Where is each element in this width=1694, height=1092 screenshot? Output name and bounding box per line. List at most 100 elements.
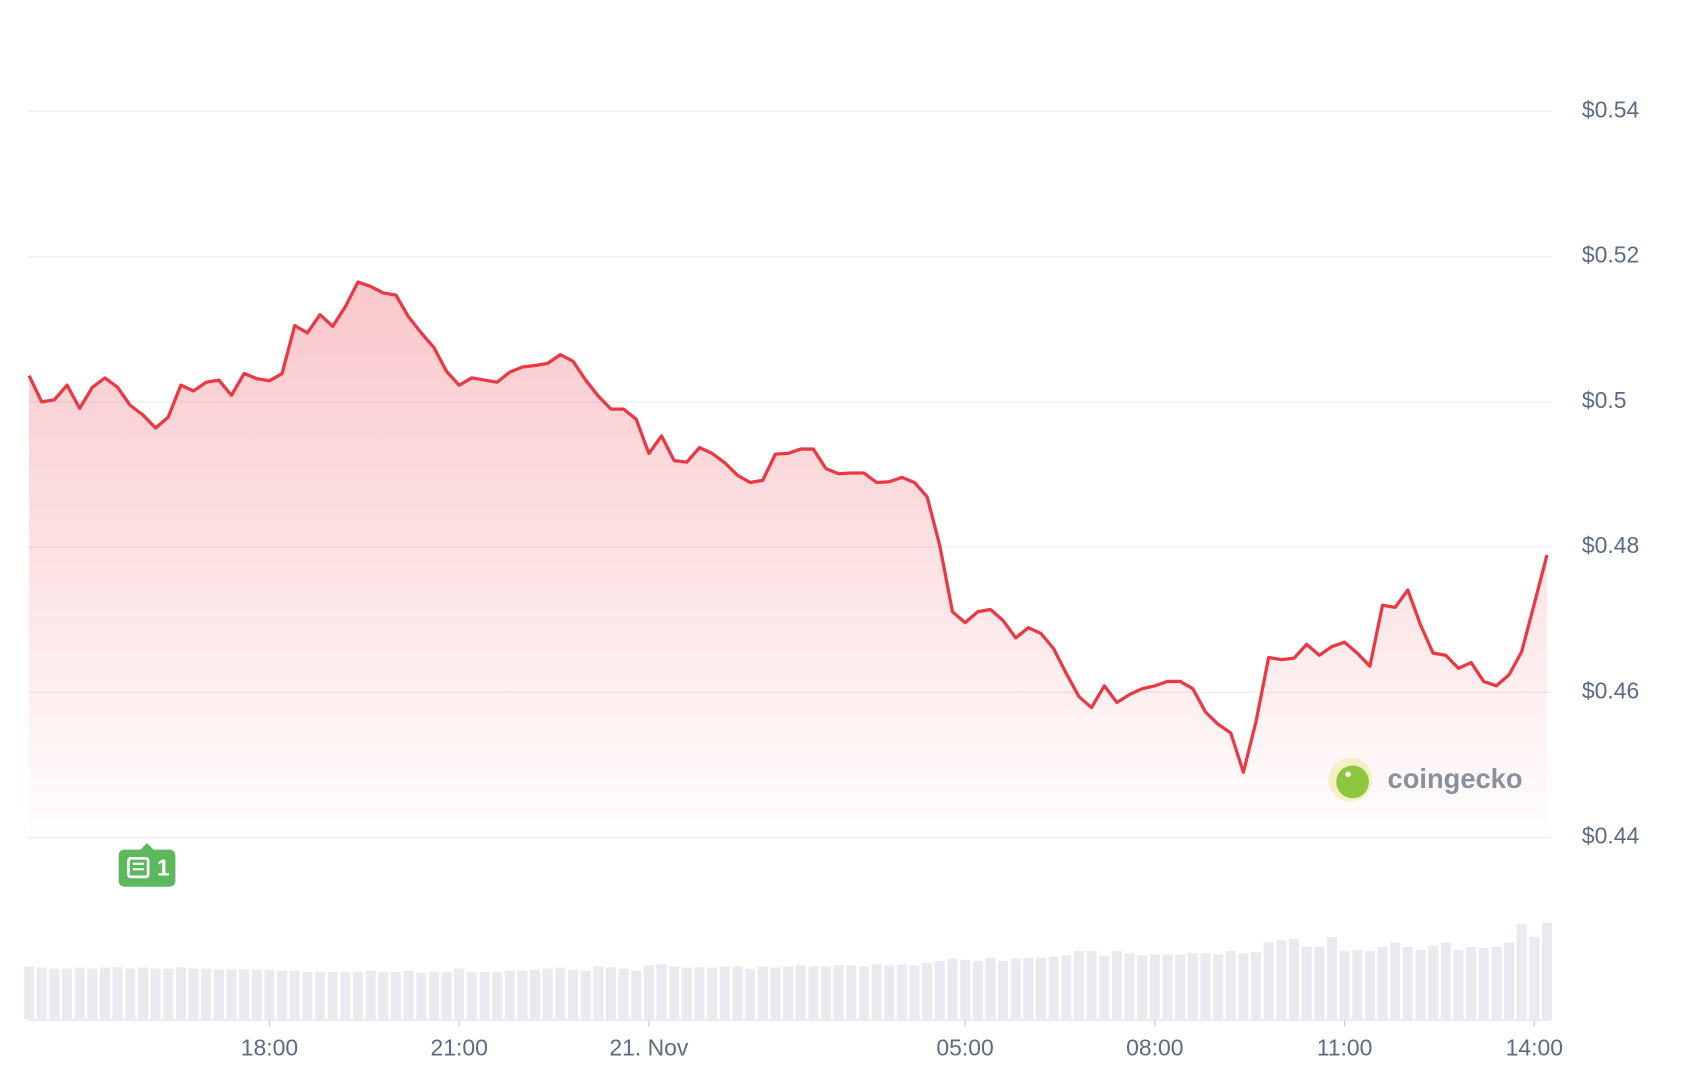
volume-bar	[1061, 955, 1072, 1019]
volume-bar	[1086, 951, 1097, 1019]
volume-bar	[530, 969, 541, 1019]
volume-bar	[504, 970, 515, 1019]
volume-bar	[1225, 951, 1236, 1019]
volume-bar	[1048, 956, 1059, 1019]
y-tick-label: $0.5	[1582, 387, 1627, 413]
volume-bar	[340, 971, 351, 1019]
volume-bar	[1466, 946, 1477, 1019]
volume-bar	[833, 965, 844, 1019]
volume-bar	[542, 968, 553, 1019]
volume-bar	[846, 965, 857, 1019]
volume-bar	[960, 959, 971, 1019]
y-tick-label: $0.44	[1582, 823, 1640, 849]
volume-bar	[99, 967, 111, 1019]
volume-bar	[1491, 946, 1502, 1019]
volume-bar	[1326, 936, 1337, 1019]
logo-eye	[1345, 771, 1351, 777]
news-count: 1	[157, 854, 170, 880]
volume-bar	[24, 966, 35, 1019]
volume-bar	[1440, 942, 1451, 1019]
volume-bar	[1453, 950, 1464, 1019]
x-tick-label: 05:00	[936, 1034, 993, 1060]
volume-bar	[62, 968, 73, 1019]
volume-bar	[1010, 958, 1021, 1019]
volume-bar	[871, 964, 882, 1019]
volume-bar	[605, 967, 616, 1019]
volume-bar	[580, 970, 591, 1019]
volume-bar	[1402, 946, 1413, 1019]
volume-bar	[1200, 953, 1211, 1019]
volume-bar	[87, 968, 98, 1019]
volume-bar	[352, 971, 363, 1019]
volume-bar	[466, 971, 477, 1019]
volume-bar	[1023, 957, 1034, 1019]
volume-bar	[1175, 954, 1186, 1019]
volume-bar	[1099, 955, 1110, 1019]
volume-bar	[896, 964, 907, 1019]
volume-bar	[175, 967, 186, 1019]
news-badge[interactable]: 1	[118, 843, 176, 887]
volume-bar	[732, 966, 743, 1019]
volume-bar	[1137, 955, 1148, 1019]
volume-bar	[1377, 946, 1388, 1019]
volume-bar	[302, 971, 313, 1019]
volume-bar	[492, 971, 503, 1019]
volume-bar	[972, 960, 983, 1019]
volume-bar	[315, 971, 326, 1019]
y-tick-label: $0.48	[1582, 532, 1639, 558]
volume-bar	[681, 967, 692, 1019]
volume-bar	[555, 967, 566, 1019]
volume-bar	[631, 970, 642, 1019]
y-tick-label: $0.46	[1582, 677, 1639, 703]
volume-bar	[884, 965, 895, 1019]
y-tick-label: $0.54	[1582, 96, 1640, 122]
x-tick-label: 18:00	[241, 1034, 298, 1060]
volume-bar	[1213, 954, 1224, 1019]
watermark-text: coingecko	[1388, 763, 1523, 794]
volume-bar	[643, 965, 654, 1019]
volume-bar	[808, 966, 819, 1019]
y-tick-label: $0.52	[1582, 242, 1639, 268]
volume-bar	[1541, 922, 1552, 1019]
volume-bar	[517, 970, 528, 1019]
volume-bar	[820, 966, 831, 1019]
volume-bar	[1390, 942, 1401, 1019]
volume-bar	[947, 958, 958, 1019]
area	[29, 282, 1547, 838]
volume-bar	[1301, 946, 1312, 1019]
volume-bar	[1364, 951, 1375, 1019]
news-icon	[127, 856, 150, 879]
volume-bar	[163, 968, 174, 1019]
volume-bar	[36, 967, 47, 1019]
volume-bar	[125, 968, 136, 1019]
volume-bar	[1149, 954, 1160, 1019]
volume-bar	[1238, 953, 1249, 1019]
watermark: coingecko	[1328, 757, 1523, 802]
x-tick-label: 08:00	[1126, 1034, 1183, 1060]
volume-bar	[454, 968, 465, 1019]
volume-bar	[795, 965, 806, 1019]
volume-bar	[365, 970, 376, 1019]
volume-bar	[719, 966, 730, 1019]
volume-bar	[239, 969, 250, 1019]
volume-bar	[1251, 952, 1262, 1019]
volume-bar	[188, 968, 199, 1019]
logo	[1336, 765, 1369, 799]
volume-bar	[277, 970, 288, 1019]
volume-bar	[416, 972, 427, 1019]
x-tick-label: 21. Nov	[609, 1034, 689, 1060]
volume-bar	[479, 971, 490, 1019]
volume-bar	[150, 968, 161, 1019]
volume-bar	[1516, 923, 1527, 1019]
volume-bar	[694, 967, 705, 1019]
volume-bar	[1187, 953, 1198, 1019]
volume-bar	[1478, 947, 1489, 1019]
x-tick-label: 21:00	[430, 1034, 487, 1060]
volume-bar	[1529, 936, 1540, 1019]
volume-bar	[985, 957, 996, 1019]
volume-bar	[909, 965, 920, 1019]
volume-bar	[428, 971, 439, 1019]
volume-bar	[49, 968, 60, 1019]
